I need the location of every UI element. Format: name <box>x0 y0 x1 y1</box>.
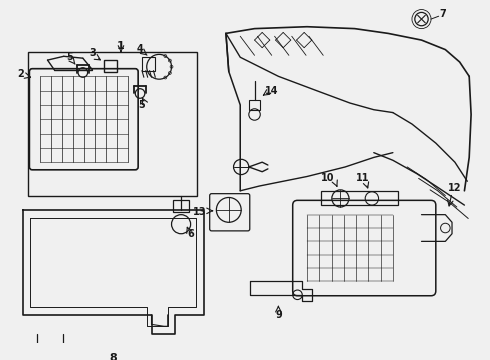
Bar <box>28 53 197 195</box>
Text: 3: 3 <box>89 49 96 58</box>
Text: 4: 4 <box>137 44 144 54</box>
Text: 8: 8 <box>109 353 117 360</box>
Text: 9: 9 <box>275 310 282 320</box>
Text: 12: 12 <box>448 183 462 193</box>
Text: 10: 10 <box>321 174 335 183</box>
Text: 7: 7 <box>439 9 446 19</box>
Text: 2: 2 <box>18 69 24 80</box>
Text: 11: 11 <box>356 174 369 183</box>
Bar <box>173 201 189 212</box>
Text: 5: 5 <box>139 100 146 110</box>
Bar <box>321 191 398 205</box>
Bar <box>142 57 155 71</box>
Bar <box>249 100 260 110</box>
Text: 13: 13 <box>194 207 207 217</box>
Text: 5: 5 <box>66 52 73 62</box>
Text: 14: 14 <box>265 86 278 96</box>
Bar <box>104 60 117 72</box>
Text: 6: 6 <box>187 229 194 239</box>
Text: 1: 1 <box>117 41 125 51</box>
